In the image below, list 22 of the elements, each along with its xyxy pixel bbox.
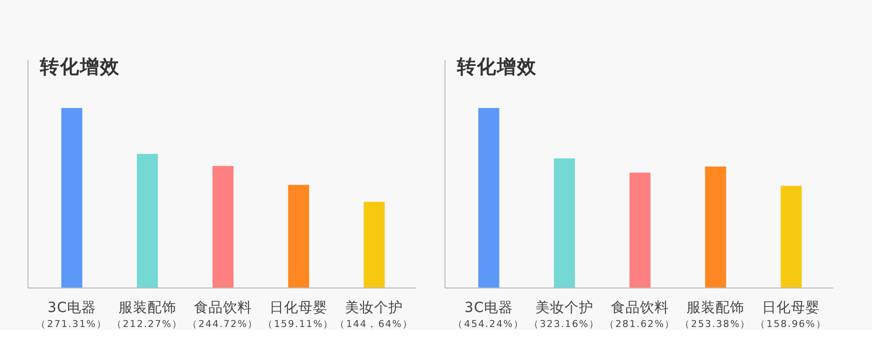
chart-title: 转化增效 bbox=[39, 56, 120, 78]
x-tick-label: 美妆个护（144，64%） bbox=[335, 300, 414, 330]
x-tick-label: 服装配饰（253.38%） bbox=[680, 300, 752, 330]
x-tick-label: 3C电器（271.31%） bbox=[36, 300, 108, 330]
x-tick-label: 食品饮料（244.72%） bbox=[187, 300, 259, 330]
bar bbox=[630, 172, 650, 288]
bar bbox=[136, 154, 158, 288]
x-tick-label: 食品饮料（281.62%） bbox=[604, 300, 676, 330]
x-tick-label: 服装配饰（212.27%） bbox=[112, 300, 184, 330]
chart-title: 转化增效 bbox=[456, 56, 537, 78]
bar bbox=[478, 108, 500, 288]
bar bbox=[705, 166, 726, 288]
bar bbox=[288, 184, 310, 288]
x-tick-label: 美妆个护（323.16%） bbox=[528, 300, 600, 330]
bar bbox=[554, 158, 575, 288]
bar bbox=[61, 108, 82, 288]
x-tick-label: 3C电器（454.24%） bbox=[453, 300, 524, 330]
bar bbox=[364, 202, 385, 288]
x-tick-label: 日化母婴（159.11%） bbox=[262, 300, 334, 330]
bar bbox=[780, 186, 802, 288]
bar bbox=[212, 166, 234, 288]
x-tick-label: 日化母婴（158.96%） bbox=[756, 300, 827, 330]
